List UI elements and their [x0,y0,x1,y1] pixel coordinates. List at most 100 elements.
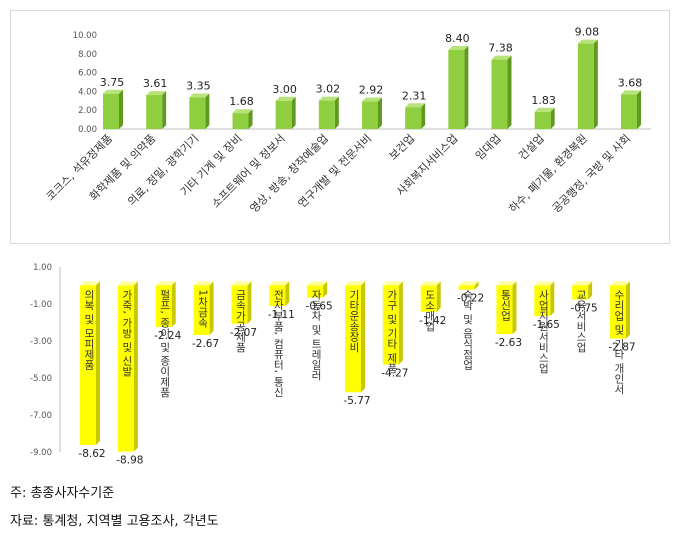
bar-side-face [593,39,598,129]
y-tick-label: 1.00 [33,263,52,273]
bar-top-face [621,90,641,95]
bar-top-face [232,109,253,114]
bar-value-label: 3.02 [316,83,341,96]
y-tick-label: -3.00 [30,337,52,347]
y-tick-label: 2.00 [78,106,97,116]
category-label: 의복 및 모피제품 [83,290,95,370]
bar-value-label: -5.77 [343,395,370,407]
y-tick-label: -1.00 [30,300,52,310]
bar-value-label: -2.24 [154,330,181,342]
top-bar-chart: 0.00 2.00 4.00 6.00 8.00 10.00 3.75 코크스, 석유정제품 3… [10,10,670,244]
bar-side-face [421,103,426,129]
bar [345,285,361,393]
category-label: 가죽, 가방 및 신발 [121,290,133,377]
y-tick-label: 0.00 [78,125,97,135]
bar-value-label: -1.42 [419,315,446,327]
bar-group [458,281,479,290]
category-label: 교육서비스업 [575,290,587,353]
bar-group [345,281,365,393]
bar [189,97,206,129]
bar-side-face [133,281,138,452]
bar-top-face [610,281,630,286]
bar-top-face [420,281,441,286]
category-label: 건설업 [516,132,547,163]
bar-side-face [550,107,555,129]
bar [269,285,286,307]
bar-top-face [231,281,252,286]
bar [193,285,210,335]
bar-side-face [334,96,339,129]
bar-group [405,103,426,129]
bar-top-face [534,107,555,112]
bar-top-face [491,55,512,60]
bar [534,285,551,317]
category-label: 기타운송장비 [348,290,360,354]
bar-side-face [550,281,555,317]
bar-side-face [291,96,296,129]
bar-value-label: 1.68 [229,95,254,108]
bar-group [193,281,214,335]
bar-group [117,281,138,452]
bar-top-face [572,281,593,286]
bar [117,285,134,452]
bar-value-label: 3.75 [100,76,125,89]
bar-value-label: 1.83 [531,94,556,107]
bar-side-face [96,281,100,445]
bar-side-face [588,281,593,300]
bar-group [382,281,403,365]
bar [572,285,589,300]
bar-top-face [146,91,167,96]
bar [405,107,422,129]
bar [307,285,324,298]
bar-side-face [626,281,630,339]
bar-group [80,281,100,445]
bar [534,111,551,129]
bar-group [491,55,512,129]
bar [458,285,475,290]
bar [577,43,594,130]
bar-side-face [205,93,210,129]
category-label: 영상, 방송, 창작예술업 [247,132,330,215]
bar-value-label: 8.40 [445,32,470,45]
bar-side-face [361,281,365,393]
bar-value-label: 9.08 [575,26,600,39]
y-tick-label: -5.00 [30,374,52,384]
bar-value-label: -2.87 [608,342,635,354]
bar-group [155,281,176,327]
category-label: 도소매업 [424,290,436,332]
bar-group [448,46,469,129]
bar [103,93,119,129]
bar-top-face [362,97,382,102]
bar-value-label: 3.35 [186,80,211,93]
bar-side-face [323,281,328,298]
bar [155,285,172,327]
bar-top-face [496,281,517,286]
bar [362,101,378,129]
bar [232,113,249,129]
bar-top-face [103,89,123,94]
bottom-bar-chart: 1.00 -1.00 -3.00 -5.00 -7.00 -9.00 의복 및 모피제품 -8… [10,250,670,468]
bar-group [231,281,252,324]
bar-top-face [448,46,469,51]
bar-side-face [464,46,469,129]
bar-value-label: -2.07 [230,327,257,339]
bottom-chart-svg: 1.00 -1.00 -3.00 -5.00 -7.00 -9.00 의복 및 모피제품 -8… [30,263,636,467]
bar-value-label: -8.98 [116,455,143,467]
category-label: 전자부품, 컴퓨터, 통신 [272,290,284,398]
bar-side-face [285,281,290,307]
bar [610,285,626,339]
bar [80,285,96,445]
bar-top-face [382,281,403,286]
bar-side-face [474,281,479,290]
y-tick-label: 8.00 [78,50,97,60]
bar-value-label: 3.61 [143,77,168,90]
category-label: 사업지원서비스업 [537,290,549,374]
bar-value-label: 2.31 [402,89,427,102]
category-label: 연구개발 및 전문서비 [296,132,375,211]
bar-side-face [171,281,176,327]
bar-side-face [512,281,517,335]
category-label: 가구 및 기타 제품 [386,290,398,374]
bar-side-face [436,281,441,312]
bar-group [307,281,328,298]
bar-group [146,91,167,129]
